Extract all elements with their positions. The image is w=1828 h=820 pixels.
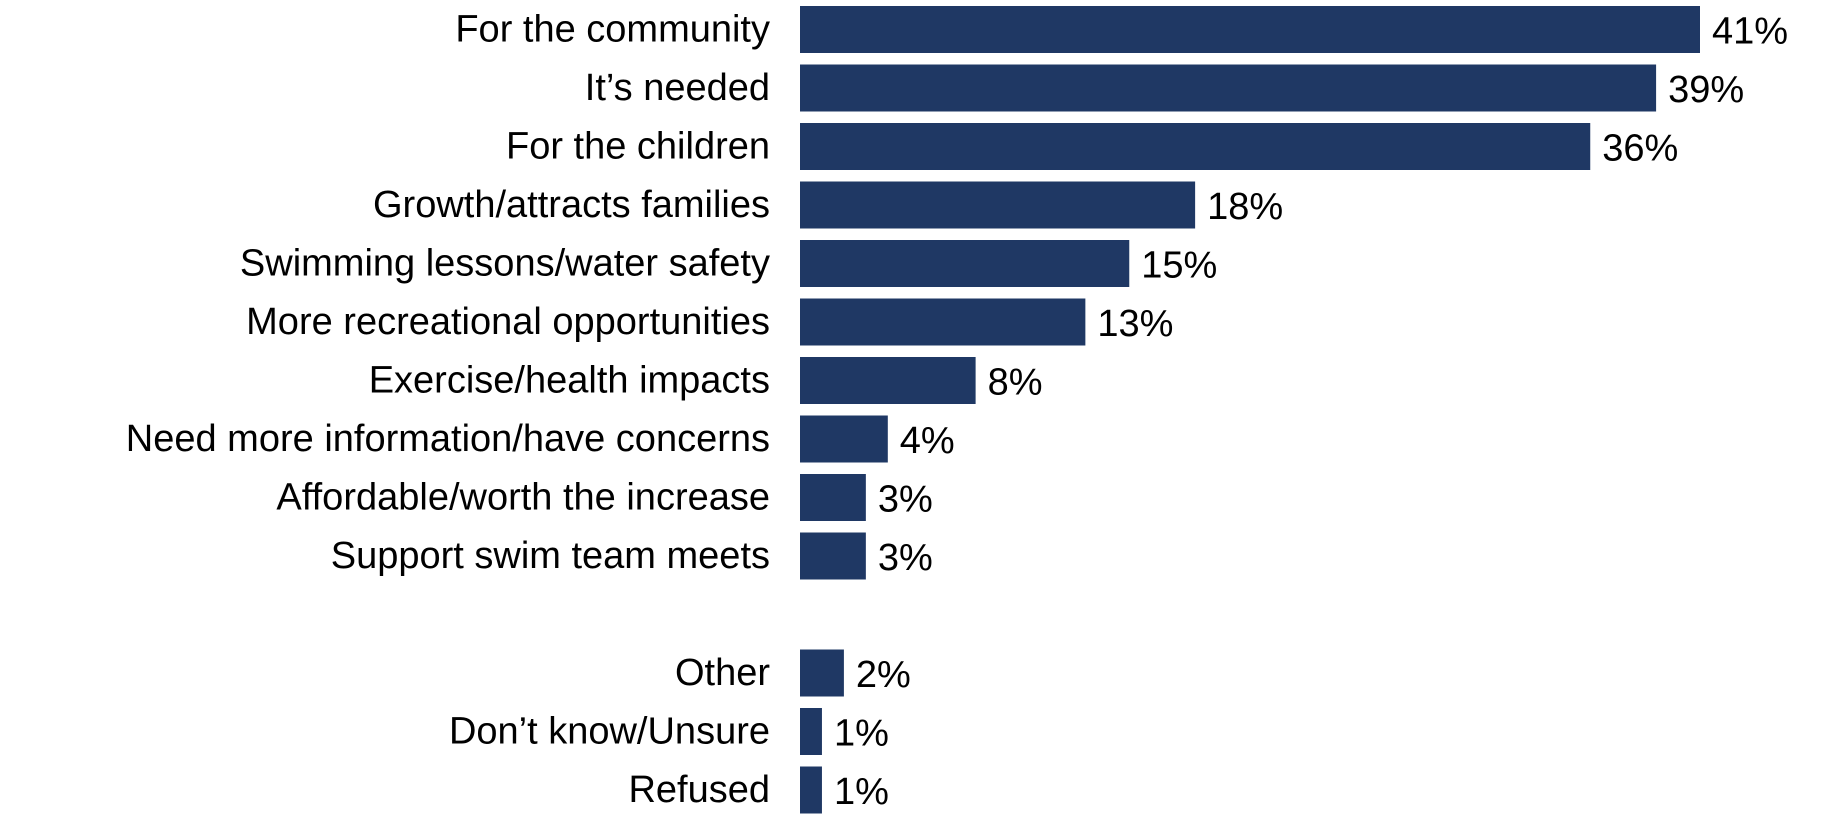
- bar: [800, 240, 1130, 287]
- value-label: 15%: [1141, 245, 1217, 287]
- category-label: Don’t know/Unsure: [449, 711, 770, 753]
- bar: [800, 532, 866, 580]
- value-label: 2%: [856, 654, 911, 696]
- category-label: Need more information/have concerns: [126, 418, 770, 460]
- value-label: 8%: [988, 362, 1043, 404]
- category-label: Swimming lessons/water safety: [240, 243, 770, 285]
- bar: [800, 357, 976, 404]
- category-label: Exercise/health impacts: [369, 360, 770, 402]
- bar: [800, 766, 822, 814]
- bar: [800, 298, 1086, 346]
- category-label: Growth/attracts families: [373, 184, 770, 226]
- value-label: 3%: [878, 479, 933, 521]
- category-label: More recreational opportunities: [246, 301, 770, 343]
- value-label: 13%: [1097, 303, 1173, 345]
- value-label: 4%: [900, 420, 955, 462]
- value-label: 36%: [1602, 128, 1678, 170]
- value-label: 3%: [878, 537, 933, 579]
- bar: [800, 64, 1657, 112]
- value-label: 1%: [834, 771, 889, 813]
- value-label: 18%: [1207, 186, 1283, 228]
- category-label: For the community: [455, 9, 770, 51]
- category-label: Refused: [628, 769, 770, 811]
- value-label: 39%: [1668, 69, 1744, 111]
- value-label: 1%: [834, 713, 889, 755]
- value-label: 41%: [1712, 11, 1788, 53]
- category-label: It’s needed: [585, 67, 770, 109]
- bar: [800, 6, 1700, 53]
- category-label: Other: [675, 652, 770, 694]
- bar: [800, 415, 888, 463]
- bar: [800, 123, 1591, 170]
- bar: [800, 708, 822, 755]
- bar: [800, 181, 1196, 229]
- category-label: Support swim team meets: [331, 535, 770, 577]
- category-label: For the children: [506, 126, 770, 168]
- category-label: Affordable/worth the increase: [276, 477, 770, 519]
- bar: [800, 474, 866, 521]
- bar: [800, 649, 844, 697]
